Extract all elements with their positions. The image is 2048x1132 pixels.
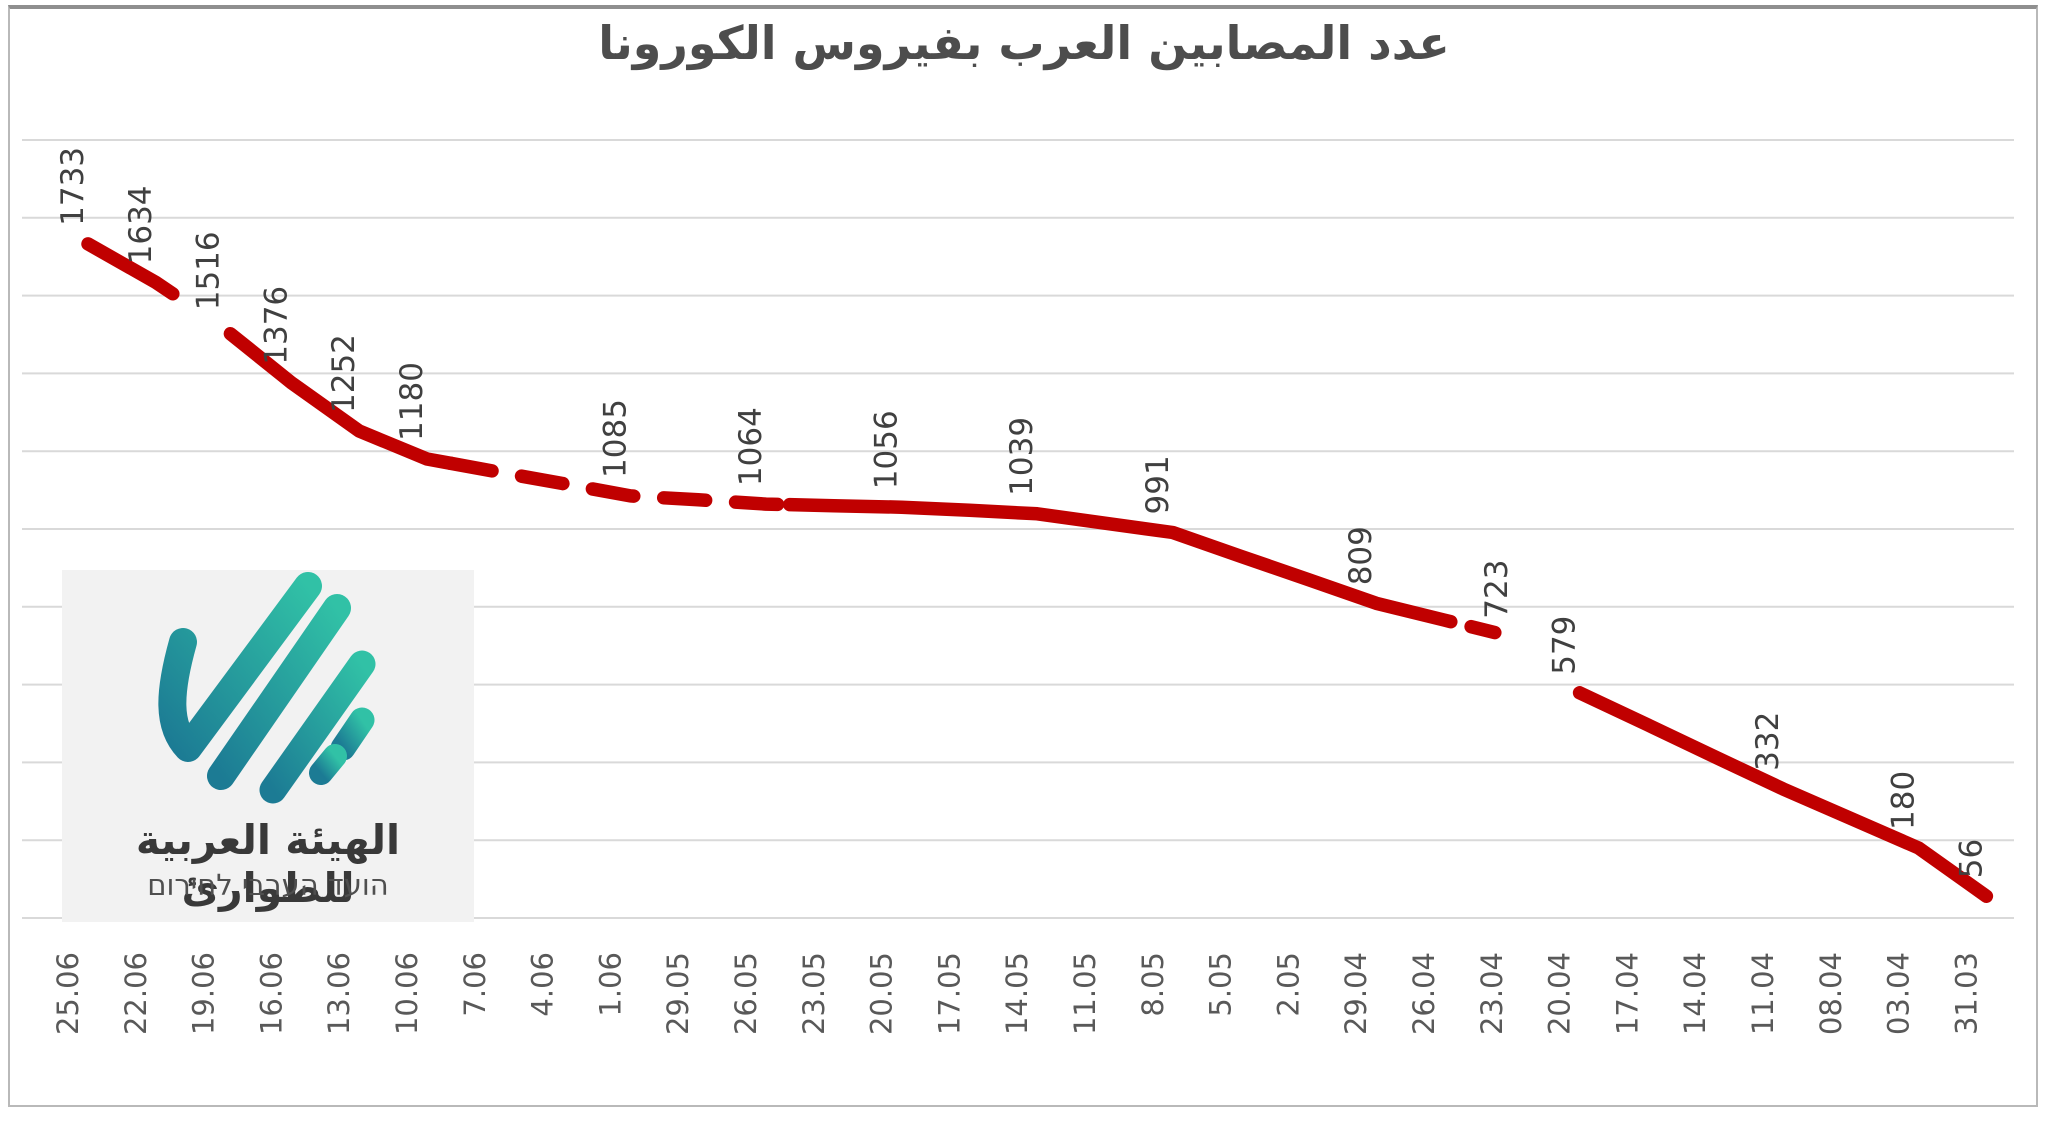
logo-slash-3-dot bbox=[309, 744, 347, 785]
x-axis-label: 7.06 bbox=[458, 952, 492, 1017]
x-axis-label: 17.04 bbox=[1610, 952, 1644, 1035]
x-axis-label: 17.05 bbox=[932, 952, 966, 1035]
data-label: 1634 bbox=[123, 185, 159, 264]
x-axis-label: 08.04 bbox=[1814, 952, 1848, 1035]
data-label: 1516 bbox=[191, 231, 227, 310]
data-label: 56 bbox=[1953, 839, 1989, 878]
x-axis-label: 14.05 bbox=[1000, 952, 1034, 1035]
x-axis-label: 2.05 bbox=[1271, 952, 1305, 1017]
series-line-segment bbox=[81, 237, 180, 301]
data-label: 1376 bbox=[258, 286, 294, 365]
x-axis-label: 20.05 bbox=[865, 952, 899, 1035]
x-axis-label: 19.06 bbox=[187, 952, 221, 1035]
x-axis-label: 13.06 bbox=[322, 952, 356, 1035]
x-axis-label: 11.04 bbox=[1746, 952, 1780, 1035]
x-axis-label: 23.04 bbox=[1475, 952, 1509, 1035]
x-axis-label: 4.06 bbox=[526, 952, 560, 1017]
org-logo-mark bbox=[158, 572, 376, 804]
series-line-segment bbox=[443, 456, 797, 512]
data-label: 1085 bbox=[597, 399, 633, 478]
data-label: 1039 bbox=[1004, 417, 1040, 496]
x-axis-labels: 25.06 22.06 19.06 16.06 13.06 10.06 7.06 4.06 1.… bbox=[51, 952, 1983, 1035]
x-axis-label: 29.04 bbox=[1339, 952, 1373, 1035]
series-line-segment bbox=[223, 326, 458, 471]
data-label: 1733 bbox=[55, 147, 91, 226]
data-label: 180 bbox=[1886, 771, 1922, 830]
data-label: 1252 bbox=[326, 334, 362, 413]
x-axis-label: 11.05 bbox=[1068, 952, 1102, 1035]
series-line bbox=[81, 237, 1994, 903]
data-label: 1056 bbox=[869, 410, 905, 489]
chart-frame bbox=[8, 5, 2038, 1107]
data-label: 579 bbox=[1547, 616, 1583, 675]
chart-title: عدد المصابين العرب بفيروس الكورونا bbox=[598, 16, 1450, 70]
logo-check-stroke bbox=[158, 572, 322, 762]
data-label: 1064 bbox=[733, 407, 769, 486]
data-label: 723 bbox=[1479, 560, 1515, 619]
x-axis-label: 26.04 bbox=[1407, 952, 1441, 1035]
x-axis-label: 10.06 bbox=[390, 952, 424, 1035]
x-axis-label: 26.05 bbox=[729, 952, 763, 1035]
org-logo: الهيئة العربية للطوارئ הועד הערבי לחירום bbox=[62, 570, 474, 922]
x-axis-label: 23.05 bbox=[797, 952, 831, 1035]
x-axis-label: 1.06 bbox=[593, 952, 627, 1017]
data-labels: 1733 1634 1516 1376 1252 1180 1085 1064 1056 1039… bbox=[55, 147, 1989, 878]
org-logo-name-arabic: الهيئة العربية للطوارئ bbox=[135, 816, 401, 912]
x-axis-label: 25.06 bbox=[51, 952, 85, 1035]
x-axis-label: 31.03 bbox=[1949, 952, 1983, 1035]
x-axis-label: 20.04 bbox=[1543, 952, 1577, 1035]
x-axis-label: 03.04 bbox=[1882, 952, 1916, 1035]
data-label: 809 bbox=[1343, 526, 1379, 585]
series-line-segment bbox=[1572, 686, 1994, 903]
data-label: 332 bbox=[1750, 712, 1786, 771]
x-axis-label: 22.06 bbox=[119, 952, 153, 1035]
series-line-segment bbox=[1464, 619, 1502, 640]
x-axis-label: 16.06 bbox=[254, 952, 288, 1035]
x-axis-label: 14.04 bbox=[1678, 952, 1712, 1035]
logo-slash-2 bbox=[259, 650, 376, 804]
gridlines bbox=[22, 139, 2014, 919]
x-axis-label: 8.05 bbox=[1136, 952, 1170, 1017]
series-line-segment bbox=[782, 497, 1458, 629]
org-logo-name-hebrew: הועד הערבי לחירום bbox=[147, 868, 389, 902]
x-axis-label: 5.05 bbox=[1204, 952, 1238, 1017]
x-axis-label: 29.05 bbox=[661, 952, 695, 1035]
logo-slash-1 bbox=[207, 594, 351, 790]
data-label: 1180 bbox=[394, 362, 430, 441]
logo-slash-3 bbox=[330, 707, 375, 761]
data-label: 991 bbox=[1140, 455, 1176, 514]
